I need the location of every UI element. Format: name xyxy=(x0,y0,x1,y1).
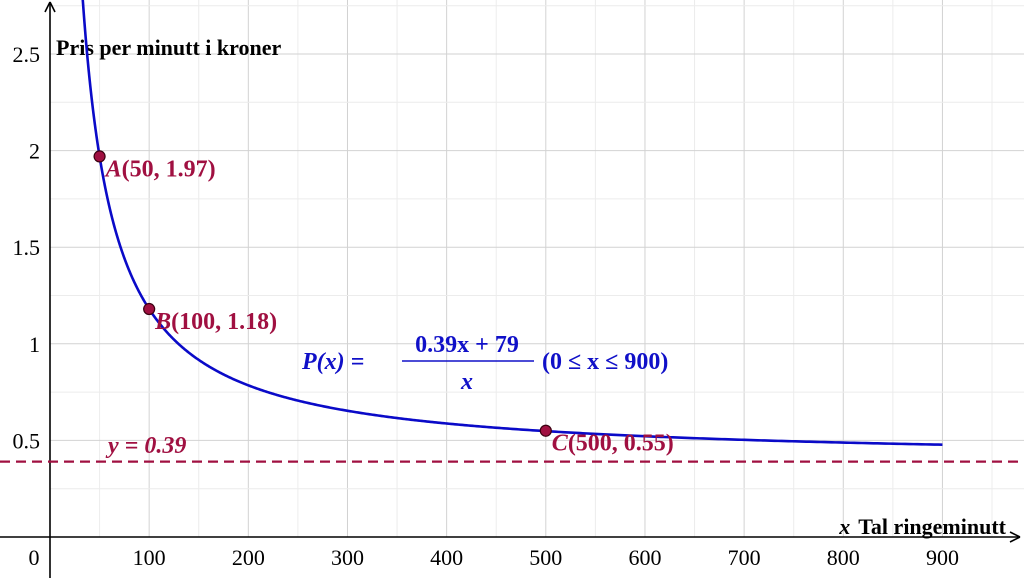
x-tick-label: 400 xyxy=(430,545,463,570)
x-tick-label: 500 xyxy=(529,545,562,570)
x-tick-label: 600 xyxy=(628,545,661,570)
formula-lhs: P(x) = xyxy=(301,349,364,375)
y-tick-label: 0.5 xyxy=(13,428,41,453)
point-A xyxy=(93,150,106,163)
y-tick-label: 2.5 xyxy=(13,42,41,67)
point-label-C: C(500, 0.55) xyxy=(552,431,674,457)
function-formula: P(x) = 0.39x + 79 x (0 ≤ x ≤ 900) xyxy=(301,332,668,395)
y-tick-label: 1.5 xyxy=(13,235,41,260)
point-C xyxy=(539,424,552,437)
formula-numerator: 0.39x + 79 xyxy=(415,332,519,358)
y-tick-label: 1 xyxy=(29,332,40,357)
x-axis-variable: x xyxy=(838,514,850,539)
x-axis-label: Tal ringeminutt xyxy=(858,514,1006,539)
x-tick-label: 200 xyxy=(232,545,265,570)
x-tick-label: 800 xyxy=(827,545,860,570)
formula-denominator: x xyxy=(460,369,473,395)
y-tick-label: 2 xyxy=(29,139,40,164)
y-axis-title: Pris per minutt i kroner xyxy=(56,35,282,60)
asymptote-label: y = 0.39 xyxy=(105,433,186,459)
point-label-A: A(50, 1.97) xyxy=(104,156,216,182)
x-axis-arrow xyxy=(1009,531,1021,543)
tick-labels: 0 100 200 300 400 500 600 700 800 900 0.5 1 1.5 2 2.5 xyxy=(13,42,959,570)
point-B xyxy=(143,302,156,316)
x-tick-label: 0 xyxy=(29,545,40,570)
y-axis-arrow xyxy=(44,1,56,13)
function-curve xyxy=(81,0,943,446)
x-tick-label: 300 xyxy=(331,545,364,570)
x-tick-label: 100 xyxy=(133,545,166,570)
formula-domain: (0 ≤ x ≤ 900) xyxy=(542,349,668,375)
point-label-B: B(100, 1.18) xyxy=(154,309,277,335)
points: A(50, 1.97) B(100, 1.18) C(500, 0.55) xyxy=(93,150,674,457)
x-axis-title: x Tal ringeminutt xyxy=(838,514,1006,539)
x-tick-label: 700 xyxy=(728,545,761,570)
grid xyxy=(50,0,1024,537)
x-tick-label: 900 xyxy=(926,545,959,570)
